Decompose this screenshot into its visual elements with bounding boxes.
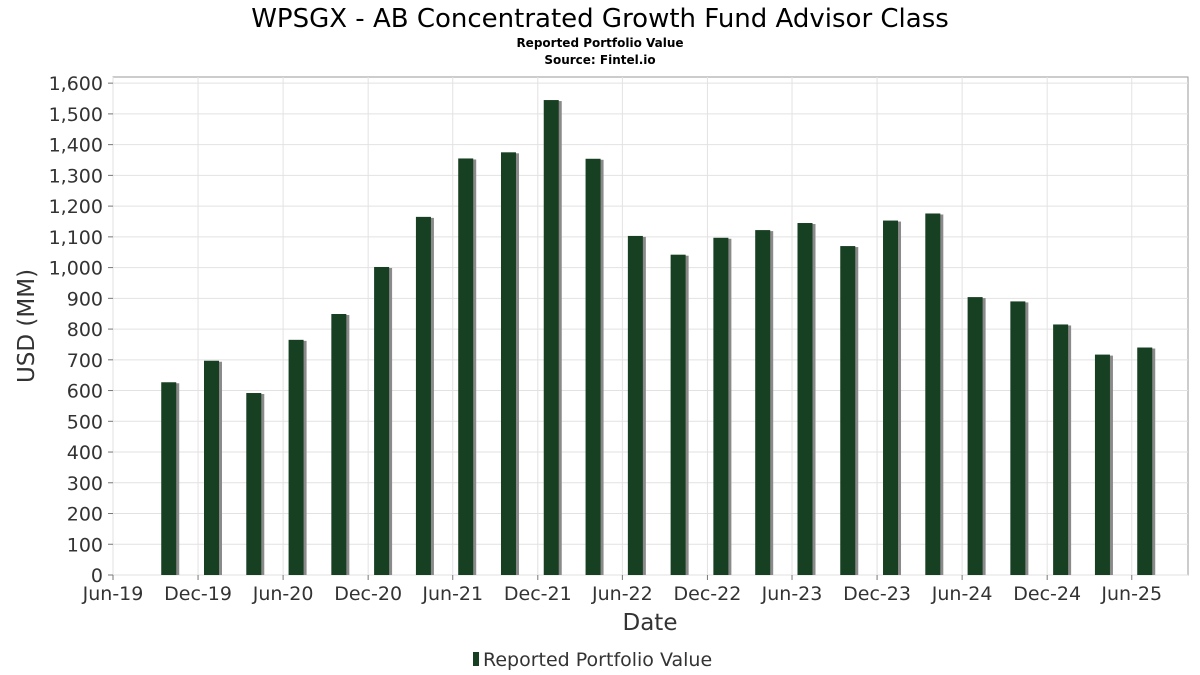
y-tick-label: 1,100 <box>49 227 103 249</box>
legend-swatch <box>473 652 479 666</box>
y-tick-label: 1,300 <box>49 165 103 187</box>
bar <box>1094 354 1110 575</box>
chart-title: WPSGX - AB Concentrated Growth Fund Advi… <box>251 4 949 34</box>
x-tick-label: Jun-23 <box>761 583 823 605</box>
bar <box>670 254 686 575</box>
y-tick-label: 600 <box>67 381 103 403</box>
x-tick-label: Dec-20 <box>334 583 402 605</box>
y-tick-label: 100 <box>67 534 103 556</box>
y-tick-label: 500 <box>67 411 103 433</box>
y-axis-ticks: 0 100 200 300 400 500 600 700 800 900 1,000 1,100 1,… <box>49 73 113 587</box>
chart-subtitle-1: Reported Portfolio Value <box>516 36 683 50</box>
bar <box>161 382 177 575</box>
grid-lines <box>112 77 1188 576</box>
legend: Reported Portfolio Value <box>473 649 712 671</box>
bar <box>883 220 899 575</box>
bar <box>1010 301 1026 575</box>
chart-subtitle-2: Source: Fintel.io <box>544 53 655 67</box>
y-tick-label: 200 <box>67 504 103 526</box>
bar <box>713 237 729 575</box>
y-tick-label: 700 <box>67 350 103 372</box>
x-tick-label: Dec-21 <box>504 583 572 605</box>
x-axis-label: Date <box>623 610 678 636</box>
x-tick-label: Jun-19 <box>82 583 144 605</box>
bar <box>374 266 390 575</box>
bar <box>458 158 474 576</box>
x-tick-label: Jun-20 <box>252 583 314 605</box>
x-tick-label: Jun-21 <box>421 583 483 605</box>
y-tick-label: 300 <box>67 473 103 495</box>
bars <box>161 100 1156 576</box>
y-tick-label: 0 <box>91 565 103 587</box>
y-tick-label: 400 <box>67 442 103 464</box>
bar <box>331 314 347 575</box>
bar <box>1053 324 1069 575</box>
y-tick-label: 1,600 <box>49 73 103 95</box>
x-tick-label: Dec-24 <box>1013 583 1081 605</box>
y-tick-label: 1,000 <box>49 258 103 280</box>
bar <box>415 216 431 576</box>
bar <box>585 158 601 575</box>
bar <box>797 223 813 575</box>
y-tick-label: 900 <box>67 288 103 310</box>
y-tick-label: 1,400 <box>49 135 103 157</box>
y-tick-label: 800 <box>67 319 103 341</box>
bar <box>288 339 304 575</box>
x-tick-label: Dec-19 <box>164 583 232 605</box>
x-tick-label: Jun-22 <box>591 583 653 605</box>
y-tick-label: 1,200 <box>49 196 103 218</box>
bar <box>543 100 559 576</box>
bar <box>755 230 771 576</box>
y-tick-label: 1,500 <box>49 104 103 126</box>
x-axis-ticks: Jun-19 Dec-19 Jun-20 Dec-20 Jun-21 Dec-21 Jun-… <box>82 575 1162 605</box>
bar <box>925 213 941 575</box>
bar <box>840 246 856 575</box>
x-tick-label: Jun-25 <box>1100 583 1162 605</box>
bar <box>967 297 983 575</box>
bar <box>627 235 643 575</box>
bar <box>1137 347 1153 575</box>
legend-label: Reported Portfolio Value <box>483 649 712 671</box>
bar <box>203 360 219 575</box>
bar <box>246 393 262 575</box>
bar <box>500 152 516 575</box>
y-axis-label: USD (MM) <box>14 269 40 383</box>
x-tick-label: Dec-23 <box>843 583 911 605</box>
x-tick-label: Dec-22 <box>674 583 742 605</box>
x-tick-label: Jun-24 <box>931 583 993 605</box>
